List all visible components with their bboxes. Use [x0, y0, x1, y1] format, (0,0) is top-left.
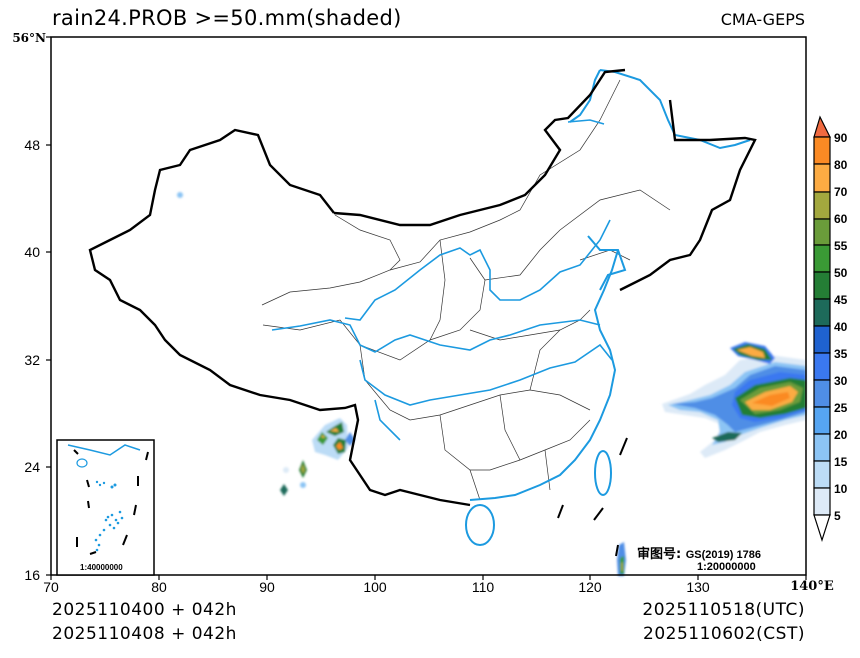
probability-shading: [177, 192, 806, 576]
chart-title: rain24.PROB >=50.mm(shaded): [52, 6, 402, 30]
y-tick-label: 24: [24, 459, 40, 475]
x-tick-label: 80: [151, 579, 167, 595]
main-map-scale: 1:20000000: [697, 561, 756, 573]
rivers: [271, 119, 613, 441]
init-time-utc: 2025110400 + 042h: [52, 600, 237, 620]
colorbar-label: 10: [834, 482, 848, 496]
x-tick-label: 110: [471, 579, 495, 595]
colorbar-label: 70: [834, 185, 848, 199]
colorbar-label: 90: [834, 131, 848, 145]
x-tick-label: 130: [686, 579, 710, 595]
national-boundary: [88, 68, 757, 557]
x-tick-label: 120: [578, 579, 602, 595]
valid-time-cst: 2025110602(CST): [643, 624, 805, 644]
colorbar-label: 80: [834, 158, 848, 172]
x-tick-label: 90: [259, 579, 275, 595]
init-time-cst: 2025110408 + 042h: [52, 624, 237, 644]
x-tick-label: 70: [43, 579, 59, 595]
valid-time-utc: 2025110518(UTC): [642, 600, 805, 620]
colorbar-label: 30: [834, 374, 848, 388]
y-tick-label: 40: [24, 244, 40, 260]
y-tick-label: 48: [24, 137, 40, 153]
y-tick-label: 32: [24, 352, 40, 368]
colorbar-label: 60: [834, 212, 848, 226]
map-approval-number: 审图号: GS(2019) 1786: [637, 543, 761, 562]
south-china-sea-inset: [56, 439, 155, 576]
y-tick-label: 56°N: [12, 31, 46, 45]
approval-code: GS(2019) 1786: [685, 549, 761, 561]
x-tick-label: 140°E: [790, 579, 834, 594]
y-tick-label: 16: [24, 567, 40, 583]
colorbar-label: 25: [834, 401, 848, 415]
x-tick-label: 100: [363, 579, 387, 595]
colorbar-label: 20: [834, 428, 848, 442]
approval-label: 审图号:: [637, 547, 682, 562]
colorbar-label: 45: [834, 293, 848, 307]
colorbar-label: 5: [834, 509, 841, 523]
colorbar-label: 40: [834, 320, 848, 334]
colorbar-label: 35: [834, 347, 848, 361]
axis-ticks: [46, 36, 807, 580]
inset-map-scale: 1:40000000: [80, 563, 123, 572]
model-source: CMA-GEPS: [720, 10, 805, 29]
coastline: [465, 69, 751, 546]
colorbar-label: 15: [834, 455, 848, 469]
colorbar-label: 50: [834, 266, 848, 280]
colorbar-label: 55: [834, 239, 848, 253]
plot-frame: [50, 36, 807, 576]
province-borders: [261, 79, 671, 501]
colorbar: [813, 115, 831, 542]
